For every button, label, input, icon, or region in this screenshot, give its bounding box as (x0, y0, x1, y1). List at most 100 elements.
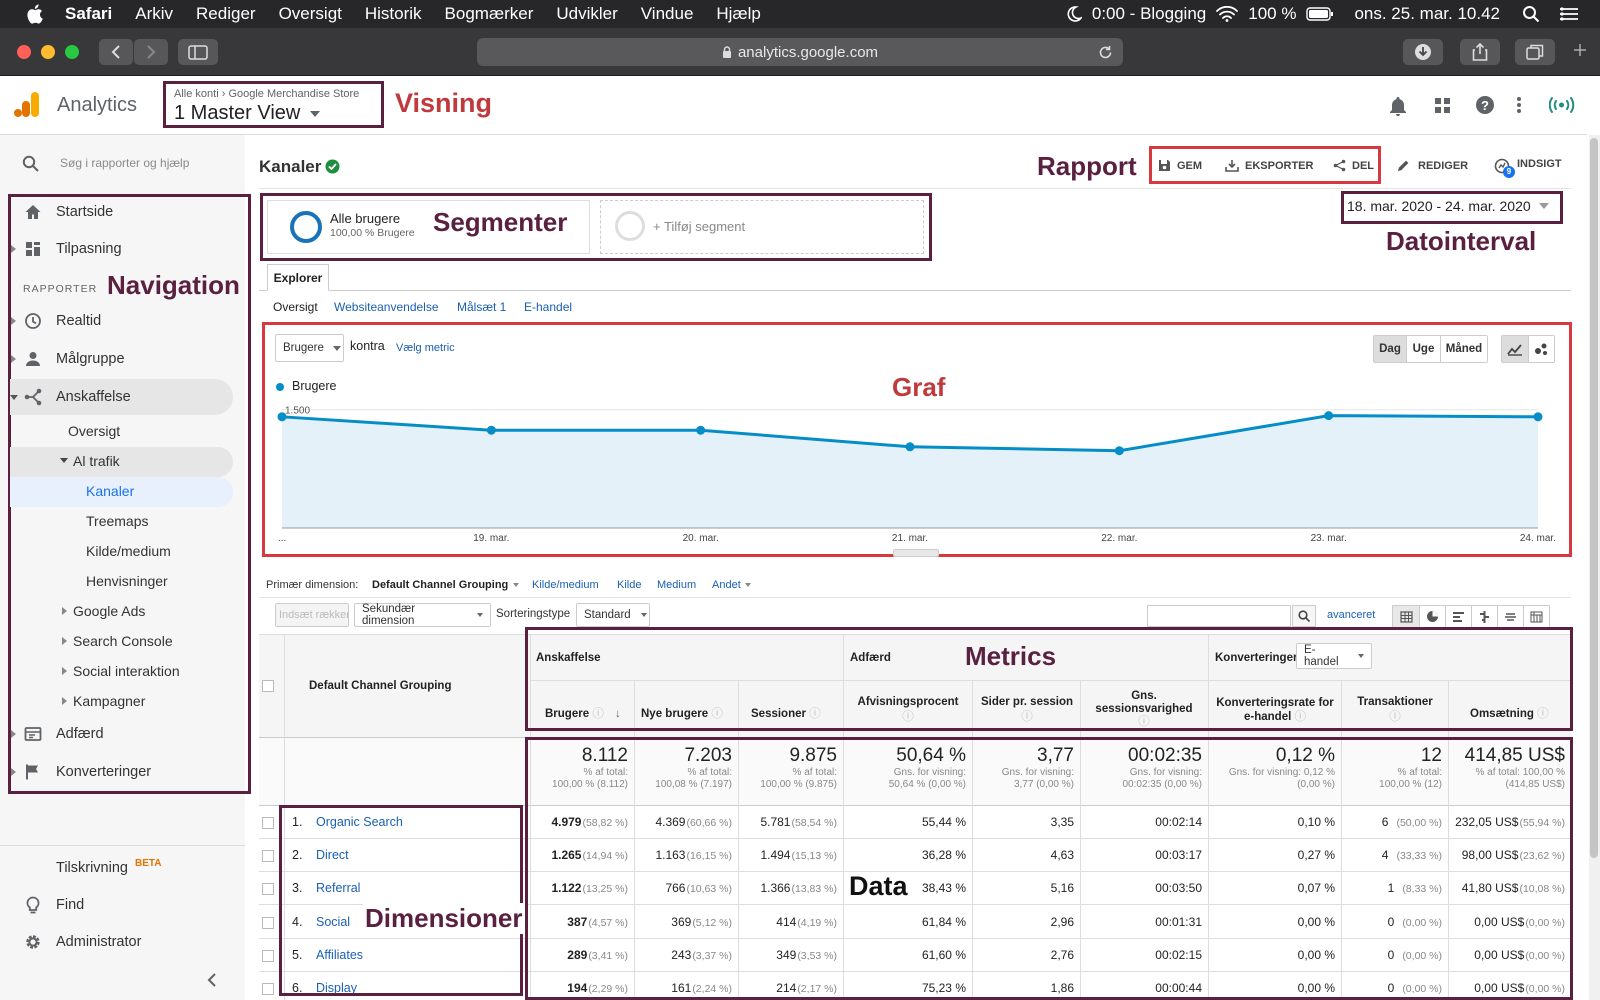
back-button[interactable] (99, 39, 133, 65)
sidebar-item-realtime[interactable]: Realtid (0, 305, 235, 337)
dimension-option-medium[interactable]: Medium (657, 579, 697, 591)
focus-status[interactable]: 0:00 - Blogging (1091, 4, 1207, 23)
conversion-type-selector[interactable]: E-handel (1296, 643, 1372, 669)
new-tab-button[interactable] (1572, 42, 1588, 58)
sidebar-item-treemaps[interactable]: Treemaps (86, 513, 149, 529)
menu-item-history[interactable]: Historik (364, 4, 422, 23)
channel-link[interactable]: Organic Search (316, 815, 403, 829)
channel-link[interactable]: Display (316, 981, 357, 995)
sidebar-item-conversions[interactable]: Konverteringer (0, 756, 235, 788)
sidebar-item-audience[interactable]: Målgruppe (0, 343, 235, 375)
sidebar-item-discover[interactable]: Find (0, 889, 235, 921)
row-checkbox[interactable] (262, 850, 274, 862)
channel-link[interactable]: Referral (316, 881, 361, 895)
sidebar-toggle-button[interactable] (178, 39, 218, 65)
sidebar-item-campaigns[interactable]: Kampagner (73, 693, 146, 709)
row-checkbox[interactable] (262, 983, 274, 995)
sidebar-search-input[interactable]: Søg i rapporter og hjælp (60, 156, 190, 170)
analytics-logo-icon[interactable] (14, 90, 40, 118)
view-selector[interactable]: Alle konti › Google Merchandise Store 1 … (163, 81, 384, 128)
performance-view-button[interactable] (1445, 606, 1471, 627)
reload-icon[interactable] (1098, 45, 1113, 60)
column-header-transactions[interactable]: Transaktioner ⓘ (1343, 696, 1447, 724)
row-checkbox[interactable] (262, 817, 274, 829)
column-header-ecommerce-conversion-rate[interactable]: Konverteringsrate for e-handel ⓘ (1211, 696, 1339, 724)
battery-icon[interactable] (1306, 7, 1334, 21)
date-range-picker[interactable]: 18. mar. 2020 - 24. mar. 2020 (1347, 198, 1549, 214)
column-header-avg-session-duration[interactable]: Gns. sessionsvarighed ⓘ (1085, 690, 1203, 729)
primary-dimension-selected[interactable]: Default Channel Grouping (372, 579, 520, 591)
add-segment-button[interactable]: + Tilføj segment (600, 200, 924, 254)
product-name[interactable]: Analytics (57, 94, 138, 116)
window-zoom-button[interactable] (65, 45, 79, 59)
spotlight-search-icon[interactable] (1522, 5, 1540, 23)
share-button[interactable] (1460, 39, 1500, 65)
subtab-goal-set-1[interactable]: Målsæt 1 (457, 300, 507, 314)
data-table-view-button[interactable] (1393, 606, 1419, 627)
control-center-icon[interactable] (1558, 6, 1580, 22)
chart-resize-handle[interactable] (893, 549, 939, 557)
column-header-pages-per-session[interactable]: Sider pr. session ⓘ (976, 696, 1078, 724)
insert-rows-button[interactable]: Indsæt rækker (275, 603, 349, 627)
choose-metric-link[interactable]: Vælg metric (396, 342, 455, 354)
sort-type-selector[interactable]: Standard (576, 603, 650, 627)
window-minimize-button[interactable] (41, 45, 55, 59)
menu-item-develop[interactable]: Udvikler (556, 4, 618, 23)
channel-link[interactable]: Affiliates (316, 948, 364, 962)
dimension-option-other[interactable]: Andet (712, 579, 751, 591)
secondary-dimension-selector[interactable]: Sekundær dimension (354, 603, 491, 627)
subtab-overview[interactable]: Oversigt (273, 300, 318, 314)
dimension-option-source-medium[interactable]: Kilde/medium (532, 579, 599, 591)
pivot-view-button[interactable] (1523, 606, 1549, 627)
dimension-option-source[interactable]: Kilde (617, 579, 642, 591)
sidebar-item-channels[interactable]: Kanaler (86, 483, 135, 499)
channel-link[interactable]: Social (316, 915, 351, 929)
save-button[interactable]: GEM (1158, 159, 1202, 172)
apps-grid-icon[interactable] (1434, 97, 1451, 114)
window-close-button[interactable] (17, 45, 31, 59)
forward-button[interactable] (134, 39, 168, 65)
sidebar-item-acquisition-overview[interactable]: Oversigt (68, 423, 121, 439)
share-report-button[interactable]: DEL (1333, 159, 1374, 172)
sidebar-item-search-console[interactable]: Search Console (73, 633, 173, 649)
term-cloud-view-button[interactable] (1497, 606, 1523, 627)
sidebar-item-all-traffic[interactable]: Al trafik (73, 453, 120, 469)
clock[interactable]: ons. 25. mar. 10.42 (1354, 4, 1500, 23)
line-chart-button[interactable] (1502, 336, 1528, 362)
day-button[interactable]: Dag (1374, 336, 1406, 362)
column-header-revenue[interactable]: Omsætning ⓘ (1470, 705, 1549, 721)
apple-icon[interactable] (26, 4, 43, 24)
week-button[interactable]: Uge (1406, 336, 1440, 362)
page-scrollbar-thumb[interactable] (1590, 138, 1598, 858)
sidebar-item-customization[interactable]: Tilpasning (0, 233, 235, 265)
column-header-users[interactable]: Brugere ⓘ ↓ (545, 705, 621, 721)
wifi-icon[interactable] (1216, 6, 1239, 22)
dimension-column-header[interactable]: Default Channel Grouping (309, 680, 452, 692)
sidebar-item-source-medium[interactable]: Kilde/medium (86, 543, 171, 559)
notifications-bell-icon[interactable] (1389, 96, 1407, 116)
help-icon[interactable]: ? (1475, 95, 1495, 115)
advanced-filter-link[interactable]: avanceret (1327, 609, 1376, 621)
menu-item-bookmarks[interactable]: Bogmærker (444, 4, 534, 23)
export-button[interactable]: EKSPORTER (1225, 159, 1313, 172)
edit-button[interactable]: REDIGER (1397, 159, 1468, 172)
sidebar-item-home[interactable]: Startside (0, 196, 235, 228)
sidebar-item-behavior[interactable]: Adfærd (0, 718, 235, 750)
address-bar[interactable]: analytics.google.com (477, 38, 1123, 66)
sidebar-item-acquisition[interactable]: Anskaffelse (0, 381, 235, 413)
sidebar-item-google-ads[interactable]: Google Ads (73, 603, 146, 619)
menu-app-name[interactable]: Safari (65, 4, 113, 23)
comparison-view-button[interactable] (1471, 606, 1497, 627)
column-header-new-users[interactable]: Nye brugere ⓘ (641, 705, 723, 721)
select-all-checkbox[interactable] (262, 680, 274, 692)
sidebar-item-referrals[interactable]: Henvisninger (86, 573, 168, 589)
subtab-ecommerce[interactable]: E-handel (524, 300, 573, 314)
more-vert-icon[interactable] (1516, 96, 1522, 114)
sidebar-item-attribution[interactable]: Tilskrivning BETA (0, 852, 235, 884)
tab-explorer[interactable]: Explorer (267, 264, 329, 291)
menu-item-view[interactable]: Oversigt (278, 4, 342, 23)
channel-link[interactable]: Direct (316, 848, 349, 862)
motion-chart-button[interactable] (1527, 336, 1554, 362)
column-header-bounce-rate[interactable]: Afvisningsprocent ⓘ (848, 696, 968, 724)
collapse-sidebar-icon[interactable] (207, 973, 217, 987)
